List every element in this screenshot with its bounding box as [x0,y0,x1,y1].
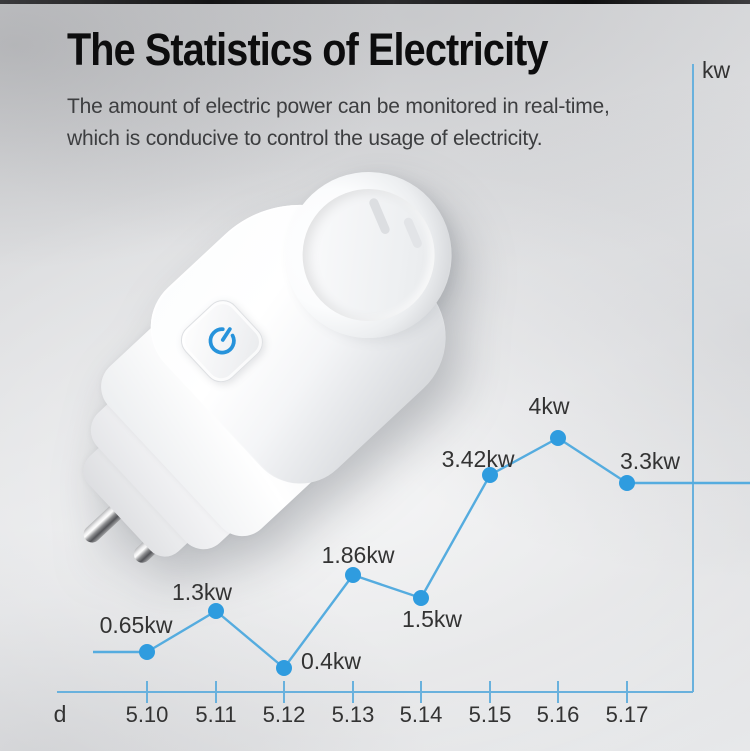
data-point [276,660,292,676]
y-axis-unit-label: kw [702,57,731,83]
x-tick-label: 5.15 [469,702,512,727]
x-tick-label: 5.14 [400,702,443,727]
data-point [619,475,635,491]
socket-slot [402,216,424,250]
x-tick-label: 5.13 [332,702,375,727]
data-point [413,590,429,606]
data-point-label: 3.3kw [620,448,680,474]
x-tick-label: 5.12 [263,702,306,727]
data-point-label: 4kw [529,393,570,419]
data-point-label: 1.5kw [402,606,462,632]
data-point-label: 1.86kw [322,542,395,568]
subtitle-line-1: The amount of electric power can be moni… [67,95,610,118]
x-tick-label: 5.16 [537,702,580,727]
data-point-label: 0.4kw [301,648,361,674]
smart-plug-rotated-group [49,137,494,587]
smart-plug-image [75,137,486,567]
header: The Statistics of Electricity The amount… [67,24,613,155]
x-tick-label: 5.17 [606,702,649,727]
data-point [550,430,566,446]
top-border-strip [0,0,750,4]
x-axis-unit-label: d [54,701,67,727]
data-point [208,603,224,619]
socket-slot [367,196,392,236]
subtitle-line-2: which is conducive to control the usage … [67,127,543,150]
x-tick-label: 5.11 [195,702,236,727]
power-button [173,293,271,390]
page-title: The Statistics of Electricity [67,24,549,75]
data-point [482,467,498,483]
data-point [345,567,361,583]
data-point [139,644,155,660]
x-tick-label: 5.10 [126,702,169,727]
data-point-label: 0.65kw [100,612,173,638]
power-icon [208,327,236,355]
